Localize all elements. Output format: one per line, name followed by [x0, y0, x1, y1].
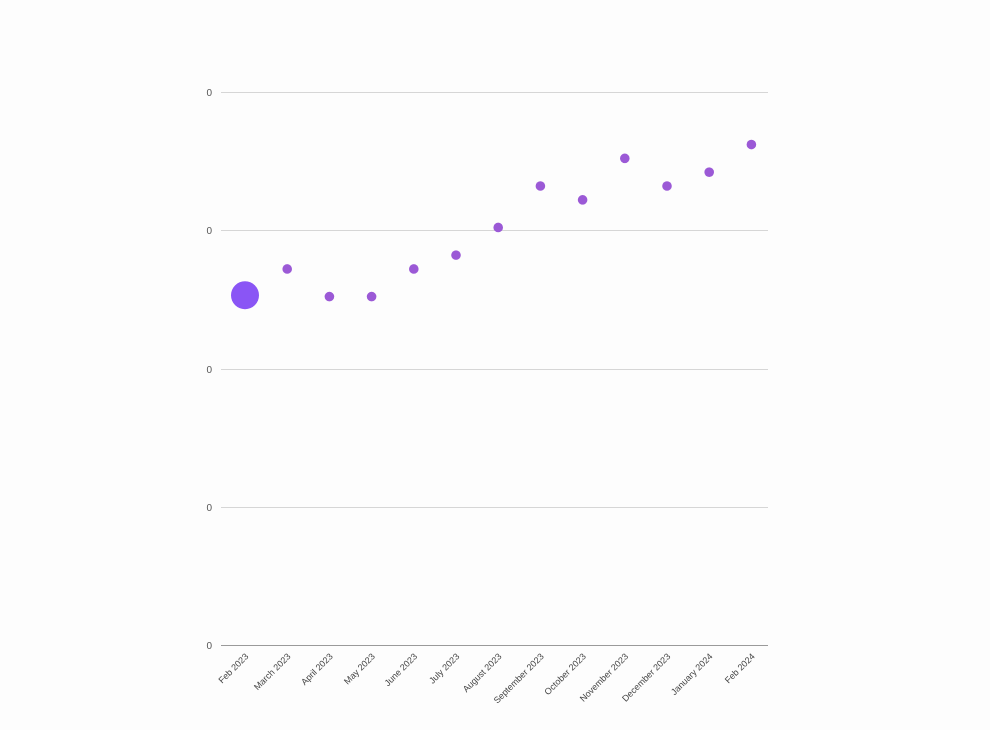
x-tick-label: August 2023 — [461, 651, 504, 694]
data-point[interactable] — [704, 167, 714, 177]
x-tick-label: June 2023 — [382, 651, 419, 688]
y-tick-label: 0 — [206, 365, 212, 376]
y-tick-label: 0 — [206, 641, 212, 652]
x-tick-label: April 2023 — [299, 651, 335, 687]
data-point[interactable] — [493, 222, 504, 233]
data-point[interactable] — [535, 181, 546, 191]
x-tick-label: October 2023 — [542, 651, 588, 697]
data-point[interactable] — [366, 291, 377, 302]
data-point[interactable] — [409, 264, 419, 274]
gridlines — [221, 92, 768, 646]
data-point[interactable] — [577, 195, 588, 205]
data-point[interactable] — [746, 139, 757, 150]
x-tick-label: March 2023 — [252, 651, 293, 692]
data-point[interactable] — [620, 153, 630, 164]
data-point[interactable] — [451, 250, 461, 260]
x-tick-label: May 2023 — [342, 651, 377, 686]
data-point[interactable] — [324, 291, 335, 302]
x-axis-ticks: Feb 2023 March 2023 April 2023 May 2023 June… — [216, 651, 756, 705]
y-axis-ticks: 0 0 0 0 0 — [206, 88, 212, 652]
data-points — [231, 139, 757, 310]
x-tick-label: July 2023 — [427, 651, 461, 685]
highlighted-data-point[interactable] — [231, 281, 259, 310]
y-tick-label: 0 — [206, 503, 212, 514]
data-point[interactable] — [282, 264, 293, 274]
data-point[interactable] — [662, 181, 672, 191]
y-tick-label: 0 — [206, 88, 212, 99]
y-tick-label: 0 — [206, 226, 212, 237]
x-tick-label: Feb 2023 — [216, 651, 250, 685]
x-tick-label: Feb 2024 — [723, 651, 757, 685]
x-tick-label: January 2024 — [669, 651, 715, 697]
